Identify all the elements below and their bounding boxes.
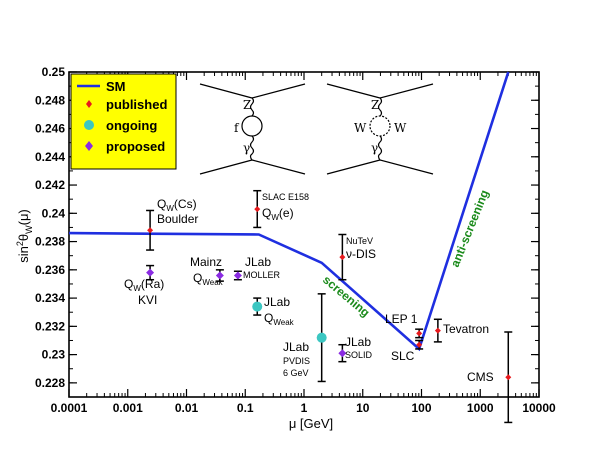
x-axis: 0.0001 0.001 0.01 0.1 1 10 100 1000 10000 xyxy=(51,72,556,415)
qw-ra-label: QW(Ra) xyxy=(124,277,164,293)
fermion-loop-diagram: Z f γ xyxy=(199,83,306,175)
x-axis-title: μ [GeV] xyxy=(289,416,333,431)
qw-cs-point xyxy=(146,209,155,251)
qw-cs-label: QW(Cs) xyxy=(157,197,197,213)
data-points xyxy=(146,189,513,424)
qw-ra-sublabel: KVI xyxy=(138,293,157,307)
qw-cs-sublabel: Boulder xyxy=(157,212,198,226)
w-loop-diagram: Z W W γ xyxy=(326,83,434,175)
jlab-moller-label: JLab xyxy=(245,255,271,269)
y-tick-label: 0.244 xyxy=(35,150,65,164)
tevatron-label: Tevatron xyxy=(443,322,489,336)
slc-point xyxy=(415,339,424,350)
x-tick-label: 0.001 xyxy=(113,401,143,415)
lep1-point xyxy=(415,328,424,339)
x-tick-label: 0.1 xyxy=(237,401,254,415)
y-axis: 0.228 0.23 0.232 0.234 0.236 0.238 0.24 0.242 0.… xyxy=(35,65,539,398)
z-boson-label: Z xyxy=(243,98,251,112)
jlab-qweak-marker xyxy=(252,301,263,312)
x-tick-label: 1 xyxy=(301,401,308,415)
slc-label: SLC xyxy=(391,349,415,363)
jlab-pvdis-point xyxy=(316,293,327,383)
lep1-marker xyxy=(416,330,423,337)
x-tick-label: 10 xyxy=(356,401,370,415)
jlab-solid-marker xyxy=(338,349,347,358)
qw-cs-marker xyxy=(147,227,154,234)
x-tick-label: 10000 xyxy=(522,401,556,415)
mainz-label: Mainz xyxy=(190,255,222,269)
jlab-moller-point xyxy=(233,270,242,281)
lep1-label: LEP 1 xyxy=(385,312,418,326)
mainz-marker xyxy=(215,271,224,280)
slac-e158-label: SLAC E158 xyxy=(262,192,309,202)
y-tick-label: 0.23 xyxy=(42,348,66,362)
slac-e158-point xyxy=(253,189,262,229)
y-tick-label: 0.242 xyxy=(35,178,65,192)
svg-text:sin2θW(μ): sin2θW(μ) xyxy=(15,209,34,263)
y-tick-label: 0.234 xyxy=(35,291,65,305)
y-tick-label: 0.228 xyxy=(35,376,65,390)
sm-curve xyxy=(68,71,510,352)
fermion-label: f xyxy=(234,121,240,135)
w-boson-right-label: W xyxy=(394,121,407,135)
x-tick-label: 0.0001 xyxy=(51,401,88,415)
jlab-qweak-point xyxy=(252,297,263,316)
nutev-point xyxy=(338,233,347,281)
pvdis-label: PVDIS xyxy=(283,356,310,366)
nutev-label: NuTeV xyxy=(346,236,373,246)
y-tick-label: 0.248 xyxy=(35,93,65,107)
jlab-solid-label: JLab xyxy=(345,335,371,349)
jlab-moller-marker xyxy=(233,271,242,280)
y-tick-label: 0.238 xyxy=(35,235,65,249)
legend-proposed-label: proposed xyxy=(106,139,165,154)
cms-label: CMS xyxy=(467,370,494,384)
legend-ongoing-label: ongoing xyxy=(106,118,157,133)
legend-published-label: published xyxy=(106,97,167,112)
y-tick-label: 0.25 xyxy=(42,65,66,79)
z-boson-label-2: Z xyxy=(371,98,379,112)
qw-ra-point xyxy=(146,264,155,281)
qw-e-label: QW(e) xyxy=(262,206,294,222)
x-tick-label: 100 xyxy=(411,401,431,415)
pvdis-energy-label: 6 GeV xyxy=(283,368,309,378)
slc-marker xyxy=(416,341,423,348)
nutev-marker xyxy=(339,254,346,261)
legend-published-marker xyxy=(86,100,92,108)
solid-label: SOLID xyxy=(345,350,373,360)
nu-dis-label: ν-DIS xyxy=(346,247,376,261)
y-tick-label: 0.246 xyxy=(35,122,65,136)
y-axis-title: sin2θW(μ) xyxy=(15,209,34,263)
x-tick-label: 1000 xyxy=(467,401,494,415)
legend: SM published ongoing proposed xyxy=(70,73,177,170)
y-tick-label: 0.24 xyxy=(42,206,66,220)
qw-ra-marker xyxy=(146,268,155,277)
jlab-pvdis-marker xyxy=(316,332,327,343)
x-tick-label: 0.01 xyxy=(175,401,199,415)
moller-label: MOLLER xyxy=(243,270,281,280)
legend-proposed-marker xyxy=(85,141,93,151)
jlab-pvdis-label: JLab xyxy=(283,340,309,354)
y-tick-label: 0.236 xyxy=(35,263,65,277)
tevatron-marker xyxy=(434,327,441,334)
tevatron-point xyxy=(433,318,442,343)
legend-ongoing-marker xyxy=(84,120,94,130)
photon-label: γ xyxy=(243,141,250,155)
mainz-point xyxy=(215,269,224,282)
slac-e158-marker xyxy=(254,206,261,213)
w-boson-left-label: W xyxy=(354,121,367,135)
point-labels: QW(Cs) Boulder SLAC E158 QW(e) NuTeV ν-D… xyxy=(124,192,494,384)
jlab-solid-point xyxy=(338,343,347,363)
cms-marker xyxy=(505,374,512,381)
photon-label-2: γ xyxy=(371,141,378,155)
cms-point xyxy=(504,331,513,424)
y-tick-label: 0.232 xyxy=(35,319,65,333)
jlab-qweak-label: JLab xyxy=(264,295,290,309)
legend-sm-label: SM xyxy=(106,79,126,94)
